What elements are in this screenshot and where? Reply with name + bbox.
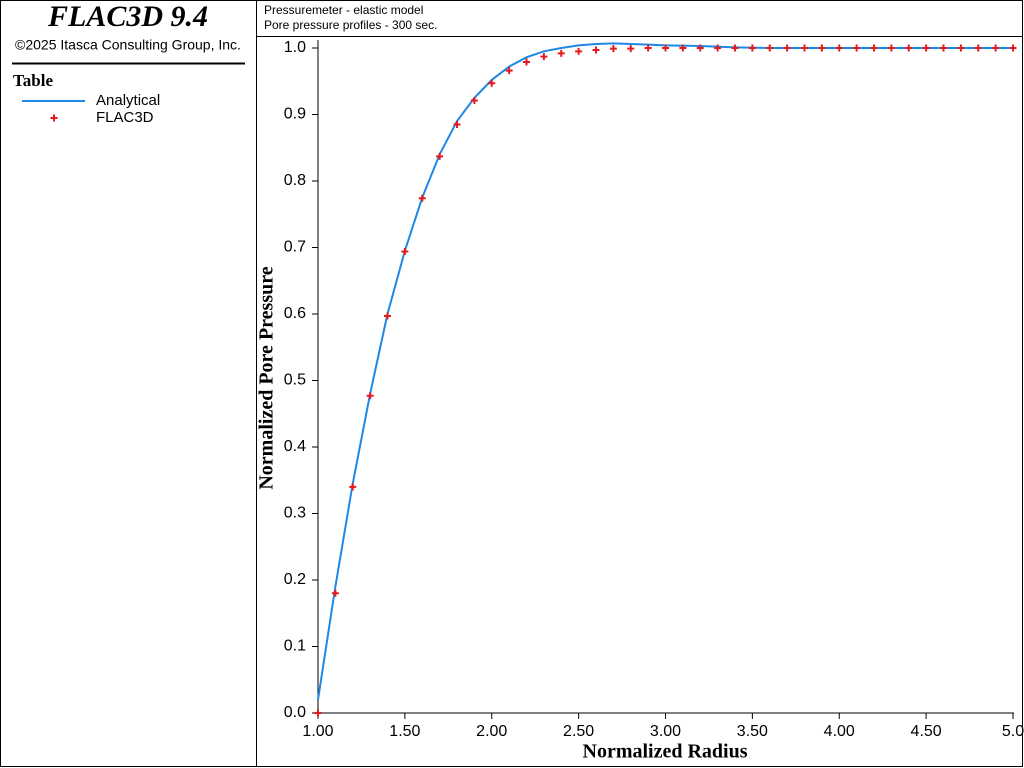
y-tick-label: 0.8	[284, 172, 306, 189]
y-tick-label: 0.7	[284, 239, 306, 256]
y-tick-label: 1.0	[284, 39, 306, 56]
y-tick-label: 0.0	[284, 704, 306, 721]
data-point	[679, 44, 687, 52]
data-point	[627, 45, 635, 53]
x-tick-label: 5.0	[1002, 723, 1024, 740]
data-point	[818, 44, 826, 52]
legend-label: FLAC3D	[96, 109, 154, 126]
data-point	[314, 709, 322, 717]
y-tick-label: 0.5	[284, 372, 306, 389]
data-point	[662, 44, 669, 52]
data-point	[523, 58, 530, 66]
data-point	[992, 44, 1000, 52]
data-point	[801, 44, 808, 52]
data-point	[470, 97, 478, 105]
y-tick-label: 0.3	[284, 505, 306, 522]
legend-swatch	[50, 114, 58, 122]
data-point	[922, 44, 930, 52]
x-tick-label: 3.50	[737, 723, 768, 740]
data-point	[644, 44, 652, 52]
app-title: FLAC3D 9.4	[47, 0, 208, 33]
y-tick-label: 0.2	[284, 571, 306, 588]
data-point	[418, 194, 426, 202]
y-axis-label: Normalized Pore Pressure	[256, 266, 278, 489]
legend-title: Table	[13, 71, 53, 90]
data-point	[609, 45, 617, 53]
data-point	[436, 152, 444, 160]
data-point	[870, 44, 878, 52]
data-point	[887, 44, 895, 52]
data-point	[714, 44, 722, 52]
y-tick-label: 0.6	[284, 305, 306, 322]
data-point	[957, 44, 965, 52]
data-point	[575, 47, 583, 55]
x-tick-label: 2.00	[476, 723, 507, 740]
data-point	[592, 46, 600, 54]
x-axis-label: Normalized Radius	[583, 741, 748, 763]
y-tick-label: 0.4	[284, 438, 306, 455]
data-line	[317, 42, 1013, 700]
x-tick-label: 1.50	[389, 723, 420, 740]
data-point	[557, 49, 565, 57]
x-tick-label: 2.50	[563, 723, 594, 740]
x-tick-label: 1.00	[302, 723, 333, 740]
data-point	[696, 44, 704, 52]
data-point	[974, 44, 982, 52]
data-point	[349, 483, 357, 491]
x-tick-label: 4.50	[911, 723, 942, 740]
x-tick-label: 4.00	[824, 723, 855, 740]
data-point	[748, 44, 756, 52]
data-point	[505, 67, 513, 75]
data-point	[835, 44, 843, 52]
data-point	[766, 44, 774, 52]
y-tick-label: 0.9	[284, 106, 306, 123]
data-point	[453, 120, 461, 128]
data-point	[540, 53, 548, 61]
data-point	[783, 44, 791, 52]
data-point	[331, 589, 339, 597]
chart-subtitle: Pore pressure profiles - 300 sec.	[264, 18, 437, 32]
y-tick-label: 0.1	[284, 638, 306, 655]
data-point	[488, 79, 496, 87]
data-point	[384, 312, 391, 320]
chart-title: Pressuremeter - elastic model	[264, 3, 423, 17]
data-point	[853, 44, 861, 52]
data-point	[905, 44, 913, 52]
data-point	[401, 247, 409, 255]
copyright: ©2025 Itasca Consulting Group, Inc.	[15, 37, 241, 53]
legend-label: Analytical	[96, 92, 160, 109]
data-point	[731, 44, 739, 52]
data-point	[940, 44, 947, 52]
data-point	[366, 392, 374, 400]
x-tick-label: 3.00	[650, 723, 681, 740]
data-point	[1009, 44, 1017, 52]
